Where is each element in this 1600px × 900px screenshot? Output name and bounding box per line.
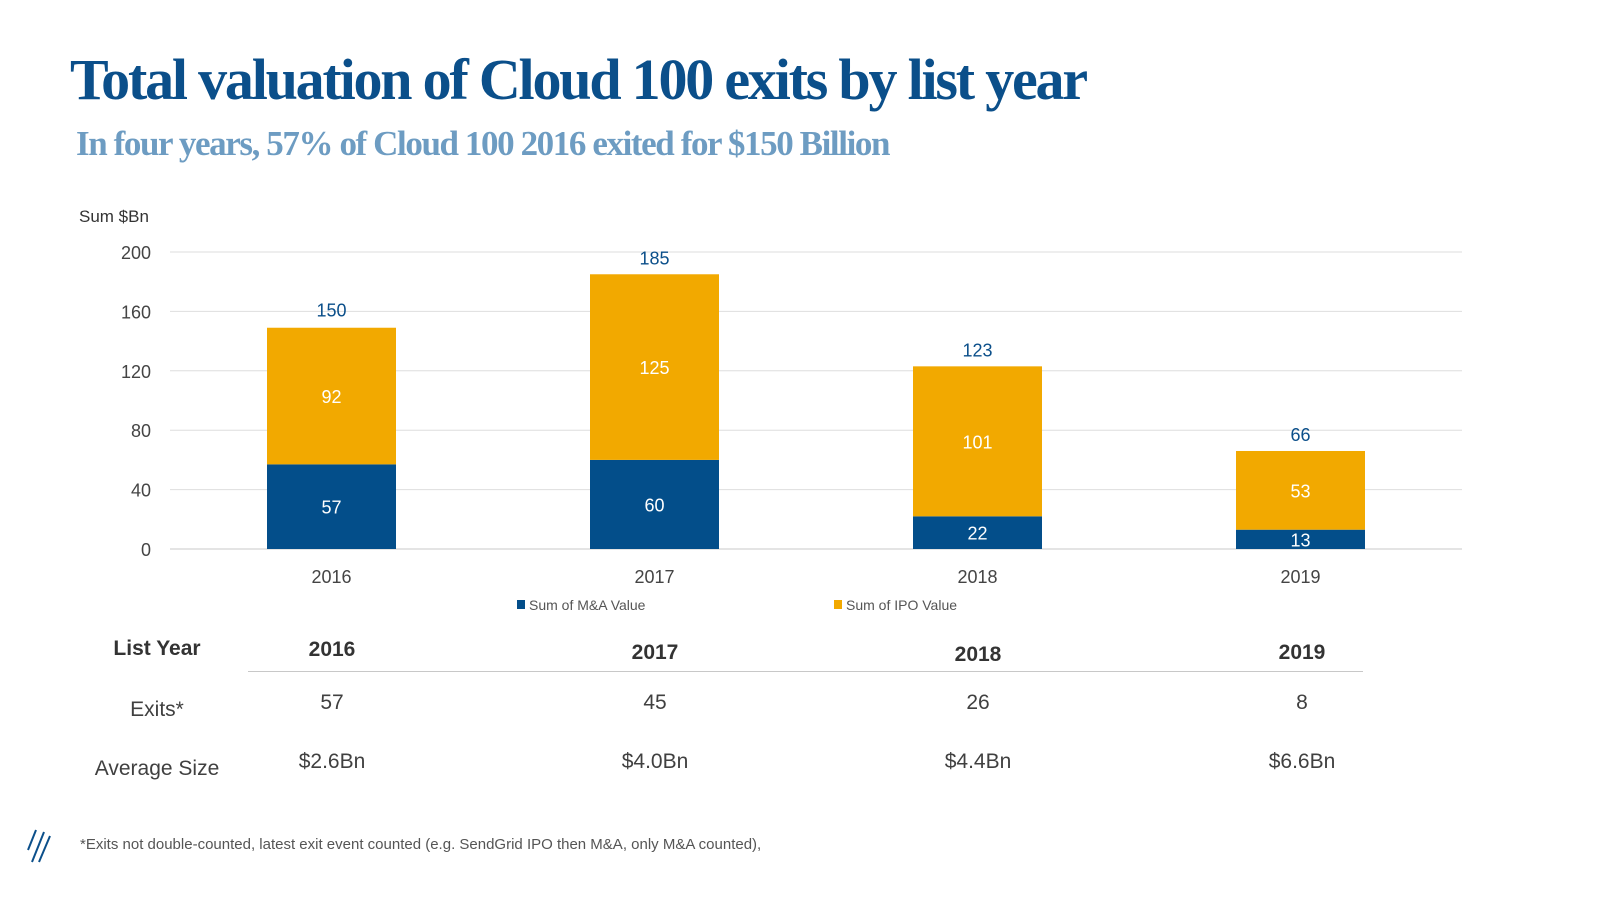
table-exits-cell: 8	[1296, 691, 1308, 714]
table-exits-cell: 26	[966, 691, 990, 714]
data-label: 22	[967, 524, 987, 544]
table-year-cell: 2019	[1278, 641, 1326, 664]
legend-label: Sum of IPO Value	[846, 597, 957, 613]
slash-logo-icon	[27, 829, 51, 863]
row-label-exits: Exits*	[130, 698, 184, 721]
page-subtitle: In four years, 57% of Cloud 100 2016 exi…	[76, 124, 890, 163]
table-year-cell: 2016	[308, 638, 356, 661]
bar-ipo	[590, 274, 719, 460]
total-label: 66	[1290, 425, 1310, 445]
data-label: 60	[644, 495, 664, 515]
bar-ipo	[913, 366, 1042, 517]
stacked-bar-chart: Sum $Bn 0 40 80 120 160 200 57 92 150 2016 60 125 185…	[79, 207, 1462, 613]
bar-ma	[1236, 529, 1365, 549]
total-label: 123	[962, 340, 992, 360]
data-label: 125	[639, 358, 669, 378]
table-exits-cell: 45	[643, 691, 667, 714]
y-tick-label: 0	[141, 540, 151, 560]
y-tick-label: 160	[121, 302, 151, 322]
data-label: 101	[962, 432, 992, 452]
footnote: *Exits not double-counted, latest exit e…	[80, 836, 762, 853]
total-label: 185	[639, 248, 669, 268]
table-avg-size-cell: $4.4Bn	[944, 750, 1012, 773]
table-year-cell: 2017	[631, 641, 679, 664]
y-tick-label: 200	[121, 243, 151, 263]
table-exits-cell: 57	[320, 691, 344, 714]
table-year-cell: 2018	[954, 643, 1002, 666]
row-label-list-year: List Year	[113, 637, 201, 660]
bar-ma	[913, 516, 1042, 549]
x-tick-label: 2018	[957, 567, 997, 587]
row-label-average-size: Average Size	[94, 757, 220, 780]
table-divider	[248, 671, 1363, 672]
bar-ipo	[267, 327, 396, 465]
legend-swatch	[834, 600, 842, 609]
bar-ipo	[1236, 450, 1365, 530]
data-label: 53	[1290, 481, 1310, 501]
page-title: Total valuation of Cloud 100 exits by li…	[70, 47, 1088, 112]
y-tick-label: 40	[131, 481, 151, 501]
x-tick-label: 2016	[311, 567, 351, 587]
table-avg-size-cell: $2.6Bn	[298, 750, 366, 773]
data-label: 57	[321, 498, 341, 518]
bar-ma	[267, 464, 396, 549]
legend-swatch	[517, 600, 525, 609]
table-avg-size-cell: $6.6Bn	[1268, 750, 1336, 773]
y-tick-label: 120	[121, 362, 151, 382]
table-avg-size-cell: $4.0Bn	[621, 750, 689, 773]
y-tick-label: 80	[131, 421, 151, 441]
data-label: 92	[321, 387, 341, 407]
legend-label: Sum of M&A Value	[529, 597, 646, 613]
bar-ma	[590, 459, 719, 549]
x-tick-label: 2019	[1280, 567, 1320, 587]
y-axis-label: Sum $Bn	[79, 207, 149, 226]
data-label: 13	[1290, 530, 1310, 550]
x-tick-label: 2017	[634, 567, 674, 587]
total-label: 150	[316, 300, 346, 320]
